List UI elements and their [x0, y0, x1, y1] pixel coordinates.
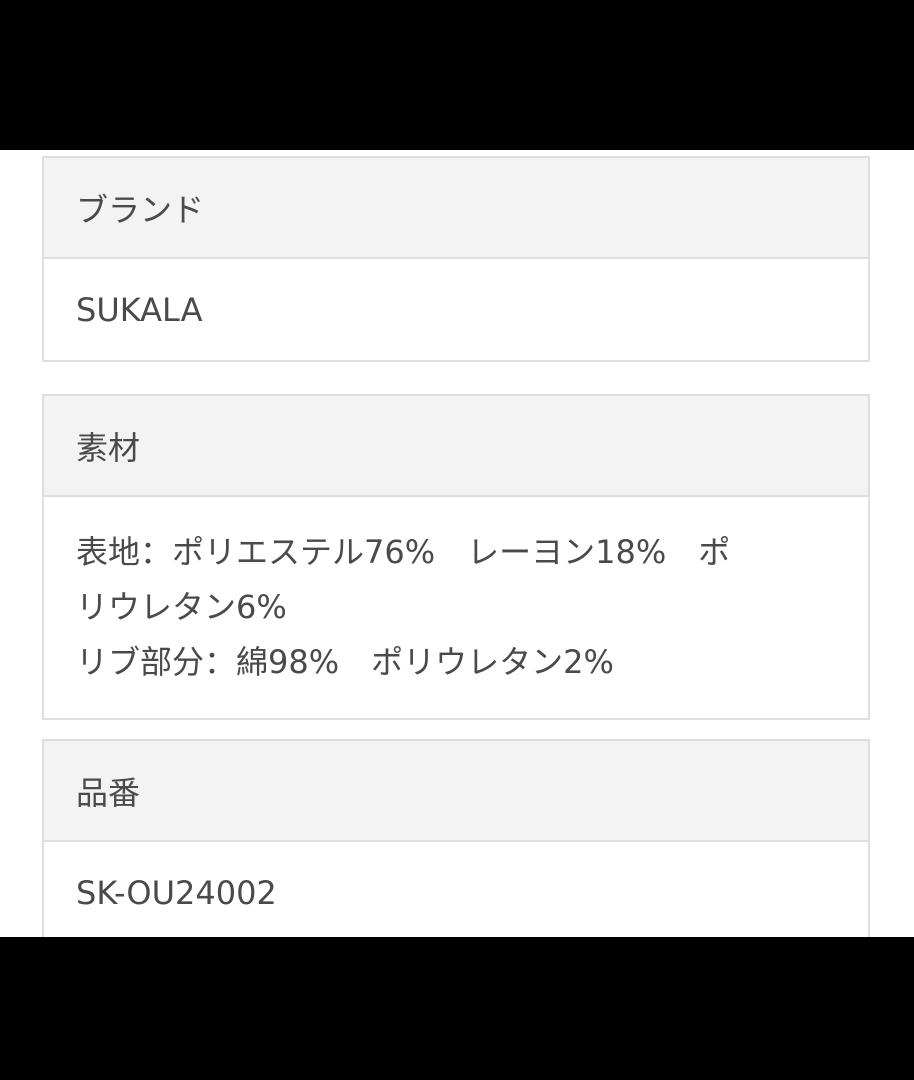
material-section: 素材 表地：ポリエステル76% レーヨン18% ポ リウレタン6% リブ部分：綿…: [42, 394, 870, 720]
product-number-value: SK-OU24002: [76, 873, 277, 912]
material-line: リブ部分：綿98% ポリウレタン2%: [76, 643, 614, 681]
brand-label: ブランド: [44, 158, 868, 259]
material-line: リウレタン6%: [76, 588, 287, 626]
brand-value: SUKALA: [76, 290, 203, 329]
product-number-label: 品番: [44, 741, 868, 842]
material-line: 表地：ポリエステル76% レーヨン18% ポ: [76, 533, 731, 571]
product-number-section: 品番 SK-OU24002: [42, 739, 870, 937]
material-label: 素材: [44, 396, 868, 497]
material-value: 表地：ポリエステル76% レーヨン18% ポ リウレタン6% リブ部分：綿98%…: [44, 497, 868, 718]
brand-section: ブランド SUKALA: [42, 156, 870, 362]
product-details: ブランド SUKALA 素材 表地：ポリエステル76% レーヨン18% ポ リウ…: [0, 150, 914, 937]
